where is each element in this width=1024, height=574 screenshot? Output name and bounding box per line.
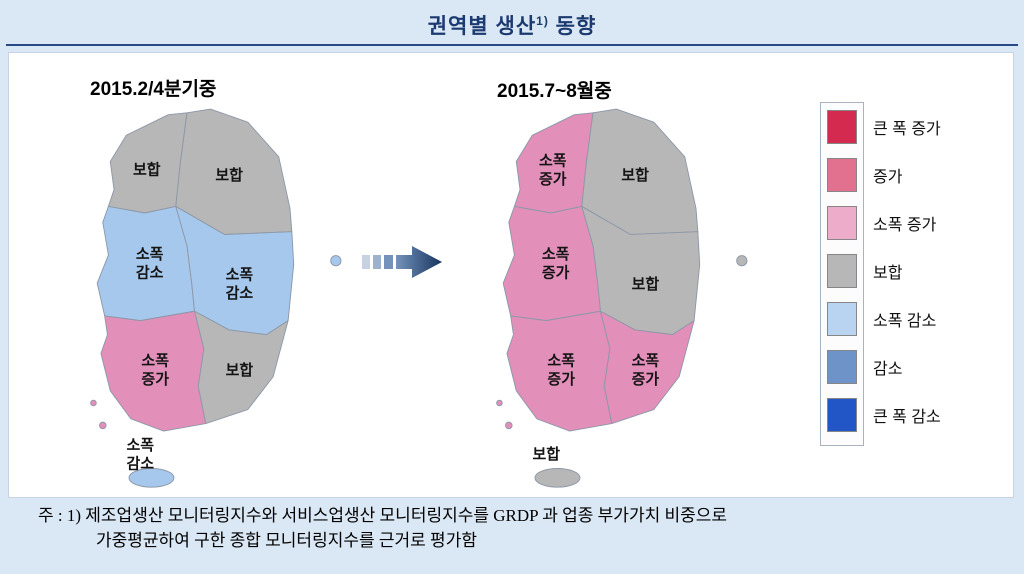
title-tail: 동향: [548, 15, 597, 38]
legend-item-increase: 증가: [827, 158, 902, 192]
legend-swatch-flat: [827, 254, 857, 288]
region-label-jeju-q2: 소폭 감소: [126, 437, 154, 473]
legend-label: 증가: [873, 169, 903, 186]
region-honam-ja: [506, 310, 613, 432]
sw-islet-1-ja: [496, 399, 503, 407]
transition-arrow-icon: [360, 242, 446, 287]
legend-swatch-slight-decrease: [827, 302, 857, 336]
region-gangwon-q2: [175, 108, 293, 235]
arrow-head: [396, 246, 442, 278]
ulleungdo-island-ja: [736, 255, 748, 267]
region-label-capital-q2: 보합: [133, 162, 161, 179]
region-chungcheong-q2: [96, 205, 195, 322]
region-gyeongnam-q2: [194, 310, 289, 425]
title-divider: [6, 44, 1018, 46]
legend-swatch-large-decrease: [827, 398, 857, 432]
region-label-gangwon-q2: 보합: [215, 167, 243, 184]
legend-item-flat: 보합: [827, 254, 902, 288]
korea-map-jul-aug: 소폭 증가 보합 소폭 증가 보합 소폭 증가 소폭 증가 보합: [496, 108, 748, 488]
color-legend: 큰 폭 증가 증가 소폭 증가 보합 소폭 감소 감소 큰 폭 감소: [820, 102, 1016, 448]
region-label-honam-q2: 소폭 증가: [141, 353, 169, 389]
jeju-island-q2: [128, 468, 175, 488]
right-map-caption: 2015.7~8월중: [497, 81, 612, 102]
legend-swatch-decrease: [827, 350, 857, 384]
legend-label: 큰 폭 감소: [873, 409, 941, 426]
left-map-caption: 2015.2/4분기중: [90, 79, 217, 100]
page-title: 권역별 생산1) 동향: [0, 10, 1024, 40]
legend-label: 감소: [873, 361, 903, 378]
arrow-band-1: [362, 255, 370, 269]
legend-item-large-increase: 큰 폭 증가: [827, 110, 941, 144]
legend-item-large-decrease: 큰 폭 감소: [827, 398, 941, 432]
legend-swatch-increase: [827, 158, 857, 192]
region-label-capital-ja: 소폭 증가: [539, 152, 567, 188]
region-label-daegyeong-q2: 소폭 감소: [226, 266, 254, 302]
korea-map-q2: 보합 보합 소폭 감소 소폭 감소 소폭 증가 보합 소폭 감소: [90, 108, 342, 488]
title-main: 권역별 생산: [427, 15, 537, 38]
region-label-chungcheong-ja: 소폭 증가: [542, 246, 570, 282]
region-label-chungcheong-q2: 소폭 감소: [136, 246, 164, 282]
region-label-gyeongnam-q2: 보합: [226, 362, 254, 379]
sw-islet-2-q2: [99, 421, 107, 430]
legend-item-slight-increase: 소폭 증가: [827, 206, 936, 240]
legend-swatch-slight-increase: [827, 206, 857, 240]
region-label-gangwon-ja: 보합: [621, 167, 649, 184]
legend-item-decrease: 감소: [827, 350, 902, 384]
region-label-jeju-ja: 보합: [532, 446, 560, 463]
footnote: 주 : 1) 제조업생산 모니터링지수와 서비스업생산 모니터링지수를 GRDP…: [38, 504, 998, 553]
ulleungdo-island-q2: [330, 255, 342, 267]
title-footnote-marker: 1): [536, 14, 549, 28]
region-label-honam-ja: 소폭 증가: [547, 353, 575, 389]
footnote-line-1: 주 : 1) 제조업생산 모니터링지수와 서비스업생산 모니터링지수를 GRDP…: [38, 506, 728, 525]
sw-islet-2-ja: [505, 421, 513, 430]
legend-label: 큰 폭 증가: [873, 121, 941, 138]
footnote-line-2: 가중평균하여 구한 종합 모니터링지수를 근거로 평가함: [96, 530, 477, 550]
region-gyeongnam-ja: [600, 310, 695, 425]
region-chungcheong-ja: [502, 205, 601, 322]
arrow-band-2: [373, 255, 381, 269]
legend-item-slight-decrease: 소폭 감소: [827, 302, 936, 336]
sw-islet-1-q2: [90, 399, 97, 407]
legend-label: 보합: [873, 265, 903, 282]
legend-label: 소폭 감소: [873, 313, 937, 330]
region-honam-q2: [100, 310, 207, 432]
jeju-island-ja: [534, 468, 581, 488]
legend-swatch-large-increase: [827, 110, 857, 144]
arrow-band-3: [384, 255, 393, 269]
legend-label: 소폭 증가: [873, 217, 937, 234]
region-label-gyeongnam-ja: 소폭 증가: [632, 353, 660, 389]
region-label-daegyeong-ja: 보합: [632, 276, 660, 293]
region-gangwon-ja: [581, 108, 699, 235]
